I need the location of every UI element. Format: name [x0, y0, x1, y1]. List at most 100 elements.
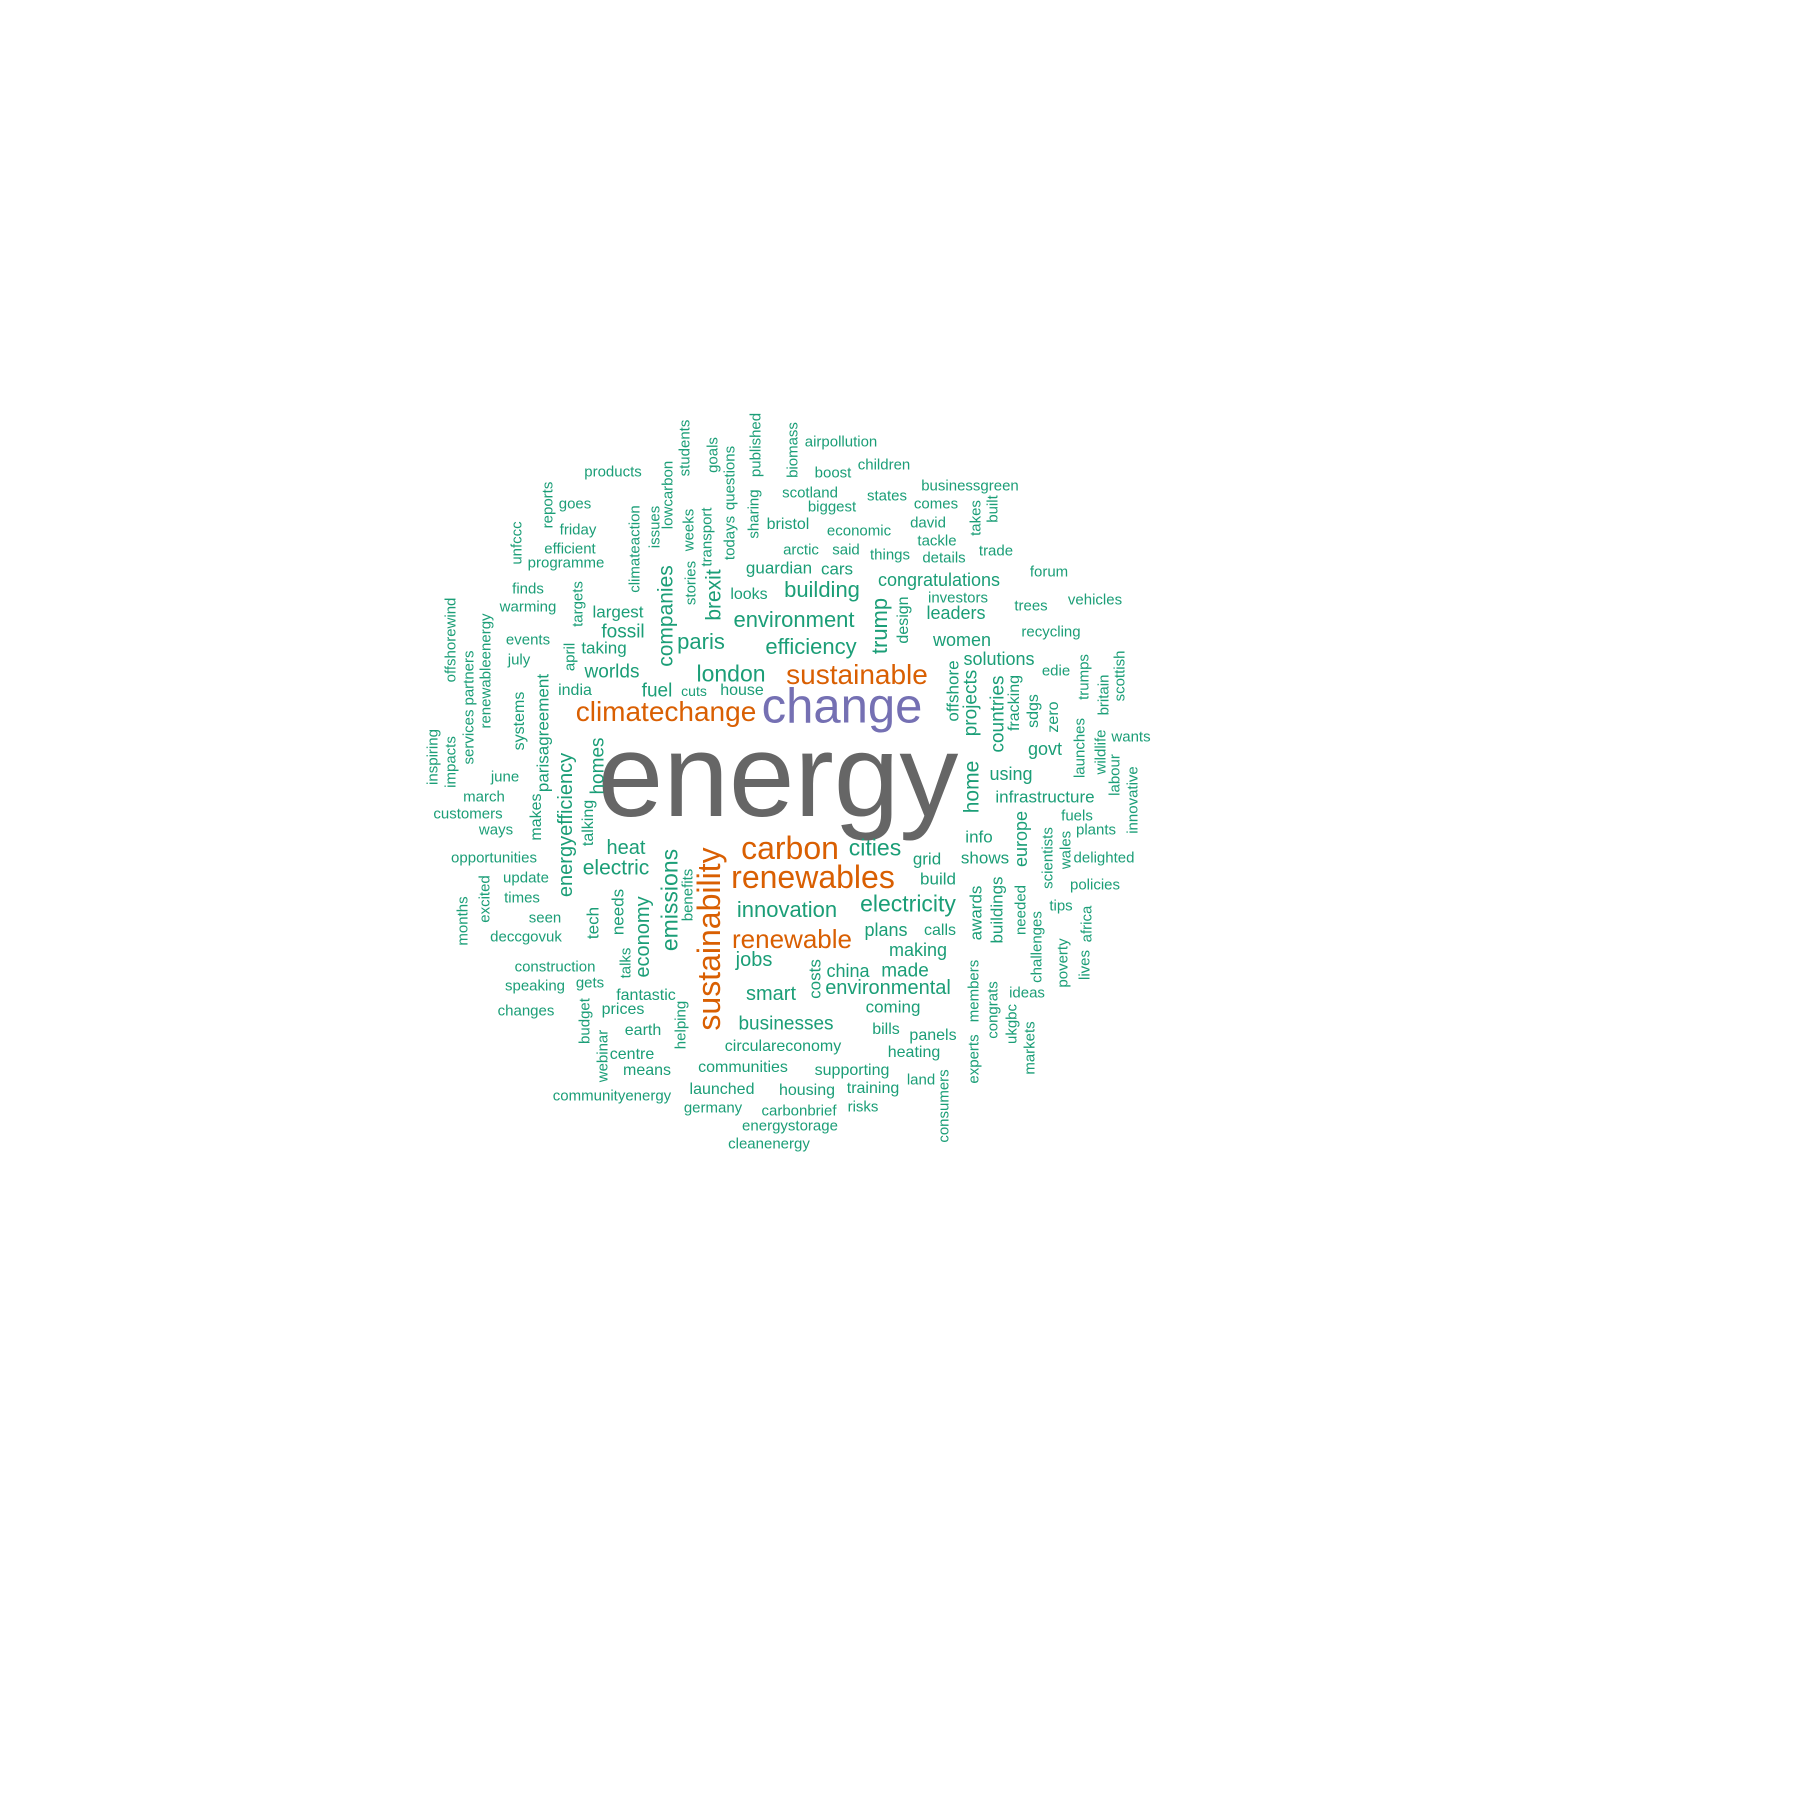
word-cloud-word: smart [746, 983, 796, 1005]
word-cloud-word: scotland [782, 484, 838, 502]
word-cloud-word: partners [460, 650, 478, 706]
word-cloud-word: bristol [766, 516, 810, 533]
word-cloud-word: plants [1075, 821, 1117, 839]
word-cloud-word: talking [580, 799, 597, 847]
word-cloud-word: fuel [641, 680, 673, 702]
word-cloud-word: labour [1106, 754, 1124, 796]
word-cloud-word: risks [847, 1098, 879, 1116]
word-cloud-word: using [989, 764, 1033, 784]
word-cloud-word: makes [528, 793, 545, 841]
word-cloud-word: grid [912, 849, 942, 869]
word-cloud-word: fuels [1061, 807, 1093, 825]
word-cloud-word: needs [608, 888, 628, 936]
word-cloud-word: recycling [1021, 623, 1081, 641]
word-cloud-word: companies [654, 565, 678, 667]
word-cloud-word: housing [778, 1082, 836, 1099]
word-cloud-word: prices [601, 1001, 645, 1018]
word-cloud-word: build [920, 869, 956, 889]
word-cloud-word: delighted [1073, 849, 1135, 867]
word-cloud-word: transport [698, 507, 716, 567]
word-cloud-word: cars [820, 559, 854, 579]
word-cloud-word: investors [927, 589, 989, 607]
word-cloud-word: biomass [784, 422, 802, 478]
word-cloud-word: ukgbc [1003, 1003, 1021, 1045]
word-cloud-word: july [507, 651, 531, 669]
word-cloud-word: seen [528, 909, 562, 927]
word-cloud-word: policies [1069, 876, 1121, 894]
word-cloud-word: tackle [917, 532, 957, 550]
word-cloud-word: needed [1012, 884, 1030, 936]
word-cloud-word: boost [814, 464, 852, 482]
word-cloud-word: carbonbrief [761, 1102, 837, 1120]
word-cloud-word: questions [721, 445, 739, 511]
word-cloud-word: building [784, 577, 860, 602]
word-cloud-word: calls [923, 922, 957, 939]
word-cloud-word: innovation [736, 897, 838, 922]
word-cloud-word: awards [966, 885, 986, 941]
word-cloud-word: economic [826, 522, 892, 540]
word-cloud-word: women [932, 630, 992, 650]
word-cloud-word: coming [865, 997, 921, 1017]
word-cloud-word: issues [646, 505, 664, 549]
word-cloud-word: students [676, 419, 694, 477]
word-cloud-word: electricity [860, 890, 956, 917]
word-cloud-word: wants [1111, 728, 1151, 746]
word-cloud-word: goes [558, 495, 592, 513]
word-cloud-word: china [826, 961, 870, 981]
word-cloud-word: reports [539, 481, 557, 529]
word-cloud-word: scottish [1111, 650, 1129, 702]
word-cloud-word: communityenergy [552, 1087, 672, 1105]
word-cloud-word: info [965, 827, 993, 847]
word-cloud-word: paris [677, 629, 725, 654]
word-cloud-word: details [922, 549, 966, 567]
word-cloud-word: environmental [825, 977, 951, 999]
word-cloud-word: zero [1045, 701, 1062, 733]
word-cloud-word: jobs [735, 949, 773, 971]
word-cloud-word: systems [511, 691, 528, 751]
word-cloud-word: launched [689, 1081, 755, 1098]
word-cloud-word: webinar [594, 1029, 612, 1083]
word-cloud-word: renewables [731, 859, 895, 895]
word-cloud-word: tech [583, 906, 603, 940]
word-cloud-word: govt [1027, 739, 1063, 759]
word-cloud-word: experts [965, 1034, 983, 1084]
word-cloud-word: deccgovuk [490, 928, 562, 946]
word-cloud-word: looks [730, 586, 768, 603]
word-cloud-word: buildings [987, 876, 1007, 944]
word-cloud-word: plans [864, 920, 908, 940]
word-cloud-word: said [832, 541, 860, 559]
word-cloud-word: cleanenergy [728, 1135, 810, 1153]
word-cloud-word: consumers [935, 1069, 953, 1143]
word-cloud-word: offshorewind [442, 597, 460, 683]
word-cloud-word: trade [978, 542, 1014, 560]
word-cloud-word: events [505, 631, 551, 649]
word-cloud-word: heating [887, 1044, 941, 1061]
word-cloud-word: vehicles [1067, 591, 1123, 609]
word-cloud-word: emissions [656, 848, 683, 952]
word-cloud-word: parisagreement [533, 673, 553, 793]
word-cloud-word: excited [476, 875, 494, 923]
word-cloud-word: earth [624, 1022, 662, 1039]
word-cloud-word: changes [497, 1002, 555, 1020]
word-cloud-word: homes [587, 737, 609, 795]
word-cloud-word: london [696, 660, 766, 687]
word-cloud-word: programme [527, 554, 605, 572]
word-cloud-word: energyefficiency [555, 752, 577, 898]
word-cloud-word: efficient [544, 540, 596, 558]
word-cloud-word: brexit [702, 569, 726, 621]
word-cloud-word: march [463, 788, 505, 806]
word-cloud-word: sustainability [691, 847, 727, 1031]
word-cloud-word: challenges [1028, 911, 1046, 983]
word-cloud-word: leaders [926, 603, 986, 623]
word-cloud-word: britain [1095, 674, 1113, 716]
word-cloud-word: trees [1014, 597, 1048, 615]
word-cloud-word: markets [1021, 1021, 1039, 1075]
word-cloud-word: countries [987, 675, 1009, 753]
word-cloud-word: members [965, 959, 983, 1023]
word-cloud-word: ideas [1009, 984, 1045, 1002]
word-cloud-word: weeks [680, 508, 698, 552]
word-cloud-word: centre [609, 1046, 655, 1063]
word-cloud-word: renewableenergy [477, 613, 495, 729]
word-cloud-word: scientists [1039, 827, 1057, 889]
